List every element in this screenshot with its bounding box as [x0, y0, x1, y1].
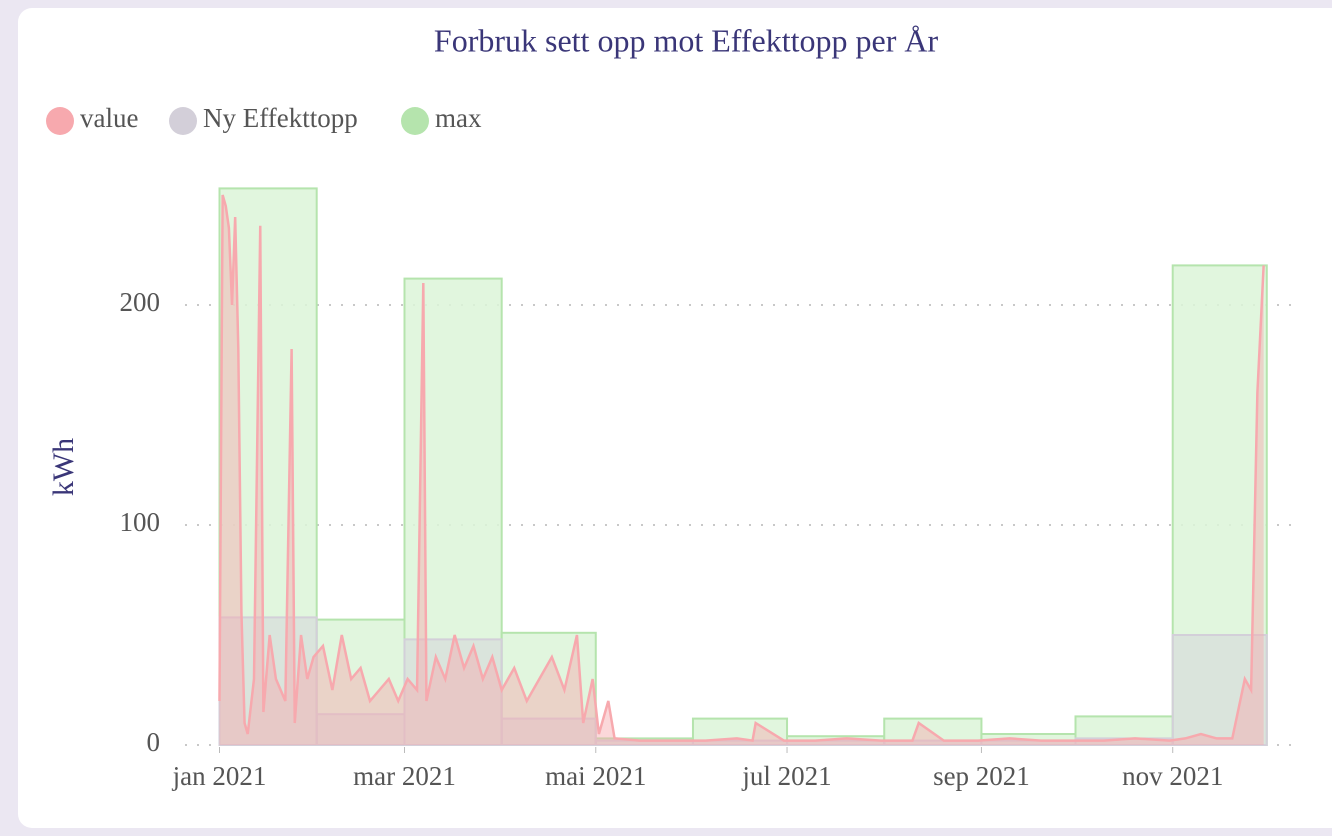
legend-label: value: [80, 103, 138, 133]
x-tick-label: jul 2021: [741, 761, 831, 791]
chart-title: Forbruk sett opp mot Effekttopp per År: [434, 22, 939, 58]
x-tick-label: jan 2021: [172, 761, 267, 791]
x-tick-label: mar 2021: [353, 761, 456, 791]
x-tick-label: nov 2021: [1122, 761, 1223, 791]
y-tick-label: 0: [147, 727, 161, 757]
y-tick-label: 200: [120, 287, 161, 317]
legend-swatch: [401, 107, 429, 135]
legend-swatch: [46, 107, 74, 135]
value-area: [219, 195, 1264, 745]
x-tick-label: sep 2021: [933, 761, 1030, 791]
legend-label: max: [435, 103, 482, 133]
x-tick-label: mai 2021: [545, 761, 646, 791]
legend-label: Ny Effekttopp: [203, 103, 358, 133]
step-bar: [403, 638, 503, 747]
y-axis-label: kWh: [47, 438, 80, 496]
step-bar: [500, 717, 597, 746]
legend-swatch: [169, 107, 197, 135]
value-line: [218, 194, 1265, 743]
y-tick-label: 100: [120, 507, 161, 537]
